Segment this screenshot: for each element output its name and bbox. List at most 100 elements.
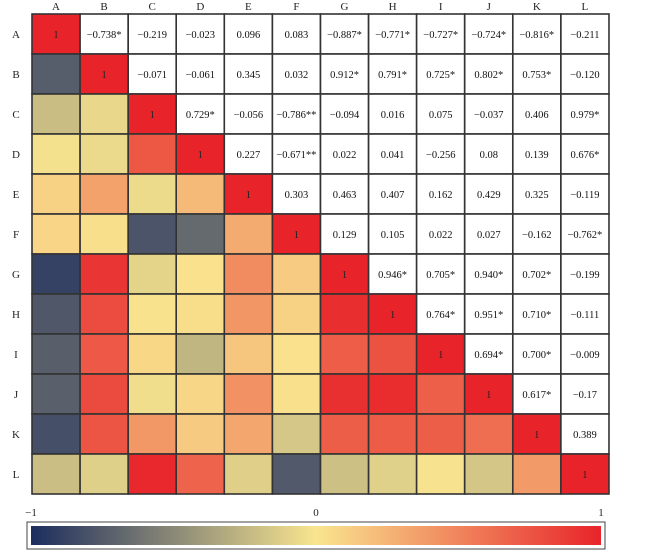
cell-d-a xyxy=(31,133,81,175)
cell-l-h xyxy=(367,453,418,495)
row-header-i: I xyxy=(14,349,18,361)
cell-j-i xyxy=(415,373,466,415)
cell-label-c-f: −0.786** xyxy=(276,110,316,121)
cell-label-d-i: −0.256 xyxy=(426,150,456,161)
cell-label-c-e: −0.056 xyxy=(234,110,264,121)
cell-label-a-g: −0.887* xyxy=(327,30,362,41)
cell-j-d xyxy=(175,373,226,415)
cell-label-c-j: −0.037 xyxy=(474,110,504,121)
cell-g-j xyxy=(463,253,514,295)
cell-k-g xyxy=(319,413,370,455)
cell-c-l xyxy=(560,93,610,135)
cell-label-f-j: 0.027 xyxy=(477,230,501,241)
cell-e-b xyxy=(79,173,129,215)
cell-label-c-k: 0.406 xyxy=(525,110,549,121)
cell-l-g xyxy=(319,453,370,495)
cell-c-a xyxy=(31,93,81,135)
row-header-j: J xyxy=(14,389,19,401)
cell-l-d xyxy=(175,453,226,495)
cell-label-g-j: 0.940* xyxy=(474,270,503,281)
cell-f-j xyxy=(463,213,514,255)
cell-label-b-i: 0.725* xyxy=(426,70,455,81)
cell-label-e-i: 0.162 xyxy=(429,190,453,201)
column-header-h: H xyxy=(389,1,397,13)
cell-l-k xyxy=(511,453,562,495)
cell-i-b xyxy=(79,333,129,375)
cell-f-f xyxy=(271,213,322,255)
cell-a-l xyxy=(560,13,610,55)
cell-l-c xyxy=(127,453,178,495)
cell-b-e xyxy=(223,53,274,95)
cell-label-a-l: −0.211 xyxy=(570,30,599,41)
cell-e-k xyxy=(511,173,562,215)
row-headers: A B C D E F G H I J K L xyxy=(12,29,20,481)
cell-label-a-f: 0.083 xyxy=(285,30,309,41)
cell-label-c-g: −0.094 xyxy=(330,110,360,121)
row-header-b: B xyxy=(12,69,19,81)
cell-label-j-l: −0.17 xyxy=(573,390,597,401)
cell-j-c xyxy=(127,373,178,415)
cell-j-b xyxy=(79,373,129,415)
cell-i-h xyxy=(367,333,418,375)
cell-i-f xyxy=(271,333,322,375)
cell-label-i-i: 1 xyxy=(438,350,443,361)
cell-label-a-d: −0.023 xyxy=(186,30,216,41)
cell-h-k xyxy=(511,293,562,335)
cell-i-l xyxy=(560,333,610,375)
cell-label-c-i: 0.075 xyxy=(429,110,453,121)
cell-f-a xyxy=(31,213,81,255)
column-header-a: A xyxy=(52,1,60,13)
cell-label-a-k: −0.816* xyxy=(519,30,554,41)
cell-label-a-b: −0.738* xyxy=(87,30,122,41)
cell-b-c xyxy=(127,53,178,95)
column-header-k: K xyxy=(533,1,541,13)
cell-label-a-h: −0.771* xyxy=(375,30,410,41)
cell-d-b xyxy=(79,133,129,175)
cell-l-l xyxy=(560,453,610,495)
cell-label-e-l: −0.119 xyxy=(570,190,599,201)
cell-c-f xyxy=(271,93,322,135)
cell-i-d xyxy=(175,333,226,375)
cell-h-b xyxy=(79,293,129,335)
column-header-j: J xyxy=(487,1,492,13)
cell-label-h-k: 0.710* xyxy=(522,310,551,321)
cell-g-d xyxy=(175,253,226,295)
cell-k-l xyxy=(560,413,610,455)
cell-l-a xyxy=(31,453,81,495)
cell-h-g xyxy=(319,293,370,335)
column-header-g: G xyxy=(341,1,349,13)
cell-b-f xyxy=(271,53,322,95)
cell-l-i xyxy=(415,453,466,495)
colorbar-tick-label: 1 xyxy=(598,507,604,519)
cell-label-j-j: 1 xyxy=(486,390,491,401)
cell-label-c-d: 0.729* xyxy=(186,110,215,121)
cell-g-b xyxy=(79,253,129,295)
cell-label-d-e: 0.227 xyxy=(237,150,261,161)
cell-e-c xyxy=(127,173,178,215)
cell-b-a xyxy=(31,53,81,95)
cell-label-f-k: −0.162 xyxy=(522,230,552,241)
cell-j-g xyxy=(319,373,370,415)
cell-label-c-l: 0.979* xyxy=(570,110,599,121)
cell-b-i xyxy=(415,53,466,95)
cell-i-c xyxy=(127,333,178,375)
cell-label-h-j: 0.951* xyxy=(474,310,503,321)
cell-e-h xyxy=(367,173,418,215)
cell-label-b-b: 1 xyxy=(101,70,106,81)
row-header-d: D xyxy=(12,149,20,161)
cell-label-h-l: −0.111 xyxy=(571,310,600,321)
cell-h-h xyxy=(367,293,418,335)
cell-g-c xyxy=(127,253,178,295)
cell-label-b-l: −0.120 xyxy=(570,70,600,81)
colorbar-tick-label: −1 xyxy=(25,507,37,519)
column-header-b: B xyxy=(100,1,107,13)
cell-label-d-k: 0.139 xyxy=(525,150,549,161)
cell-label-a-e: 0.096 xyxy=(237,30,261,41)
cell-l-b xyxy=(79,453,129,495)
row-header-e: E xyxy=(13,189,20,201)
cell-k-f xyxy=(271,413,322,455)
cell-label-d-l: 0.676* xyxy=(570,150,599,161)
cell-e-g xyxy=(319,173,370,215)
cell-j-a xyxy=(31,373,81,415)
